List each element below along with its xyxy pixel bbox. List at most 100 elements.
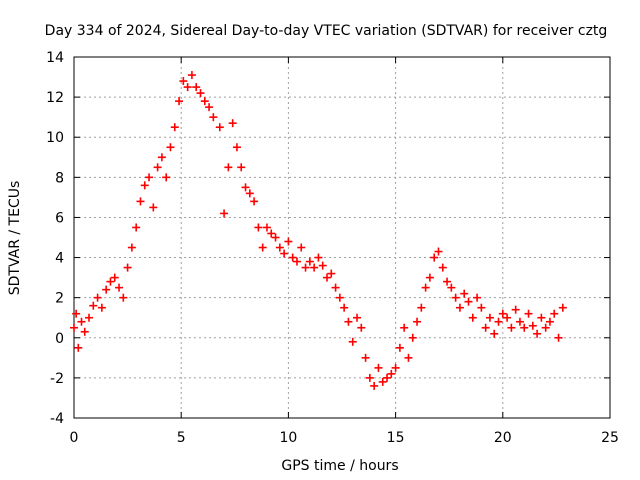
data-point bbox=[123, 263, 132, 272]
data-point bbox=[408, 333, 417, 342]
data-point bbox=[413, 317, 422, 326]
data-point bbox=[205, 103, 214, 112]
data-point bbox=[503, 313, 512, 322]
data-point bbox=[284, 237, 293, 246]
data-point bbox=[271, 233, 280, 242]
data-point bbox=[70, 323, 78, 332]
data-point bbox=[524, 309, 533, 318]
data-point bbox=[481, 323, 490, 332]
data-point bbox=[322, 273, 331, 282]
data-point bbox=[498, 309, 507, 318]
data-point bbox=[507, 323, 516, 332]
data-point bbox=[93, 293, 102, 302]
data-point bbox=[237, 163, 246, 172]
data-point bbox=[245, 189, 254, 198]
data-point bbox=[370, 381, 379, 390]
data-point bbox=[275, 243, 284, 252]
data-point bbox=[145, 173, 154, 182]
data-point bbox=[85, 313, 94, 322]
x-tick-label: 15 bbox=[387, 430, 405, 446]
y-tick-label: 2 bbox=[55, 291, 64, 307]
data-point bbox=[241, 183, 250, 192]
data-point bbox=[464, 297, 473, 306]
data-point bbox=[468, 313, 477, 322]
data-point bbox=[170, 123, 179, 132]
data-point bbox=[115, 283, 124, 292]
data-point bbox=[292, 257, 301, 266]
y-tick-label: 0 bbox=[55, 331, 64, 347]
data-point bbox=[515, 317, 524, 326]
data-point bbox=[417, 303, 426, 312]
data-points bbox=[70, 71, 567, 390]
y-axis-label: SDTVAR / TECUs bbox=[7, 181, 23, 296]
data-point bbox=[374, 363, 383, 372]
data-point bbox=[340, 303, 349, 312]
y-tick-label: 12 bbox=[46, 90, 64, 106]
data-point bbox=[166, 143, 175, 152]
data-point bbox=[89, 301, 98, 310]
data-point bbox=[258, 243, 267, 252]
data-point bbox=[267, 229, 276, 238]
y-tick-label: 14 bbox=[46, 50, 64, 66]
data-point bbox=[537, 313, 546, 322]
data-point bbox=[162, 173, 171, 182]
data-point bbox=[232, 143, 241, 152]
data-point bbox=[102, 285, 111, 294]
data-point bbox=[305, 257, 314, 266]
data-point bbox=[477, 303, 486, 312]
data-point bbox=[175, 97, 184, 106]
data-point bbox=[528, 321, 537, 330]
x-tick-label: 10 bbox=[279, 430, 297, 446]
data-point bbox=[310, 263, 319, 272]
y-tick-label: 6 bbox=[55, 210, 64, 226]
data-point bbox=[545, 317, 554, 326]
data-point bbox=[511, 305, 520, 314]
data-point bbox=[455, 303, 464, 312]
data-point bbox=[314, 253, 323, 262]
data-point bbox=[192, 83, 201, 92]
y-tick-label: 8 bbox=[55, 170, 64, 186]
data-point bbox=[149, 203, 158, 212]
data-point bbox=[80, 327, 89, 336]
data-point bbox=[318, 261, 327, 270]
data-point bbox=[404, 353, 413, 362]
data-point bbox=[438, 263, 447, 272]
data-point bbox=[187, 71, 196, 80]
data-point bbox=[280, 249, 289, 258]
data-point bbox=[297, 243, 306, 252]
data-point bbox=[400, 323, 409, 332]
data-point bbox=[132, 223, 141, 232]
data-point bbox=[443, 277, 452, 286]
data-point bbox=[106, 277, 115, 286]
data-point bbox=[550, 309, 559, 318]
data-point bbox=[485, 313, 494, 322]
data-point bbox=[74, 343, 83, 352]
data-point bbox=[250, 197, 259, 206]
data-point bbox=[196, 89, 205, 98]
data-point bbox=[378, 377, 387, 386]
data-point bbox=[127, 243, 136, 252]
y-tick-label: -4 bbox=[50, 411, 64, 427]
data-point bbox=[361, 353, 370, 362]
data-point bbox=[533, 329, 542, 338]
grid bbox=[74, 57, 610, 418]
x-tick-label: 25 bbox=[601, 430, 619, 446]
plot-frame bbox=[73, 56, 611, 419]
data-point bbox=[254, 223, 263, 232]
data-point bbox=[520, 323, 529, 332]
data-point bbox=[335, 293, 344, 302]
data-point bbox=[395, 343, 404, 352]
data-point bbox=[451, 293, 460, 302]
data-point bbox=[348, 337, 357, 346]
data-point bbox=[460, 289, 469, 298]
data-point bbox=[430, 253, 439, 262]
data-point bbox=[301, 263, 310, 272]
data-point bbox=[425, 273, 434, 282]
x-tick-label: 0 bbox=[70, 430, 79, 446]
data-point bbox=[391, 363, 400, 372]
data-point bbox=[558, 303, 567, 312]
data-point bbox=[387, 369, 396, 378]
x-axis-label: GPS time / hours bbox=[281, 458, 398, 474]
data-point bbox=[110, 273, 119, 282]
